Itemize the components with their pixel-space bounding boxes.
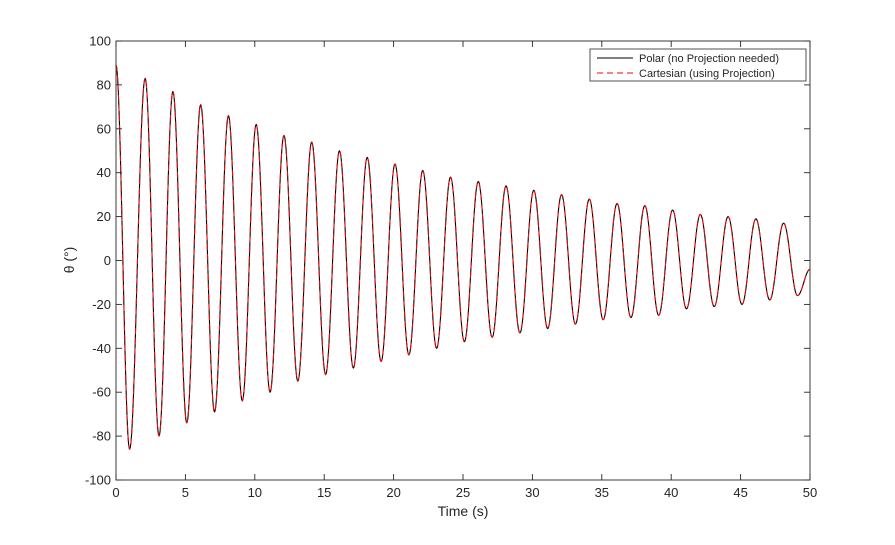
y-tick-label: -20 xyxy=(92,297,111,312)
x-tick-label: 25 xyxy=(456,485,470,500)
ticks-layer: 0 5 10 15 20 25 30 35 40 45 50 -100 -80 -60 -40 -20 0 20 4… xyxy=(85,34,817,501)
x-tick-label: 10 xyxy=(248,485,262,500)
x-tick-label: 0 xyxy=(112,485,119,500)
x-tick-label: 50 xyxy=(803,485,817,500)
y-tick-label: -60 xyxy=(92,385,111,400)
series-layer xyxy=(115,64,811,450)
y-tick-label: 0 xyxy=(104,253,111,268)
y-tick-label: -100 xyxy=(85,473,111,488)
x-tick-label: 20 xyxy=(386,485,400,500)
legend-label-cartesian: Cartesian (using Projection) xyxy=(639,68,775,80)
legend-label-polar: Polar (no Projection needed) xyxy=(639,53,779,65)
x-tick-label: 40 xyxy=(664,485,678,500)
plot-area xyxy=(116,41,810,480)
series-line-cartesian xyxy=(115,64,811,450)
y-tick-label: 80 xyxy=(97,77,111,92)
x-tick-label: 15 xyxy=(317,485,331,500)
y-tick-label: 60 xyxy=(97,121,111,136)
y-axis-label: θ (°) xyxy=(61,247,77,274)
y-tick-label: -40 xyxy=(92,341,111,356)
x-tick-label: 35 xyxy=(595,485,609,500)
x-axis-label: Time (s) xyxy=(438,503,489,519)
y-tick-label: 20 xyxy=(97,209,111,224)
x-tick-label: 30 xyxy=(525,485,539,500)
y-tick-label: 40 xyxy=(97,165,111,180)
legend: Polar (no Projection needed) Cartesian (… xyxy=(589,48,807,82)
legend-box xyxy=(589,48,807,82)
y-tick-label: 100 xyxy=(89,34,111,49)
y-tick-label: -80 xyxy=(92,429,111,444)
x-tick-label: 5 xyxy=(182,485,189,500)
x-tick-label: 45 xyxy=(733,485,747,500)
